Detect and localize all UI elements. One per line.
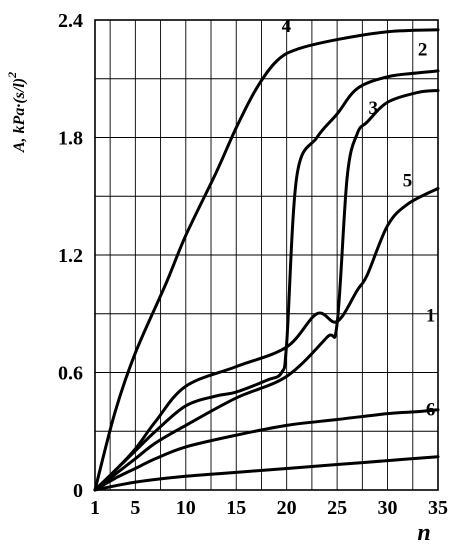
series-line-2 <box>93 69 440 492</box>
series-line-4 <box>93 28 440 492</box>
y-tick-label: 1.8 <box>58 128 83 150</box>
y-tick-label: 0.6 <box>58 363 83 385</box>
curve-label-3: 3 <box>369 98 379 119</box>
x-tick-labels: 1 5 10 15 20 25 30 35 <box>90 497 448 519</box>
grid-lines <box>95 20 438 490</box>
x-tick-label: 35 <box>428 497 448 519</box>
x-axis-title: n <box>417 520 430 546</box>
curve-label-1: 1 <box>426 306 436 327</box>
series-line-3 <box>93 89 440 492</box>
plot-frame <box>94 19 439 491</box>
x-tick-label: 30 <box>378 497 398 519</box>
x-tick-label: 10 <box>176 497 196 519</box>
series-line-6 <box>93 455 440 492</box>
curve-label-6: 6 <box>426 400 436 421</box>
y-tick-label: 0 <box>73 480 83 502</box>
curve-label-2: 2 <box>418 39 428 60</box>
x-tick-label: 25 <box>327 497 347 519</box>
series-line-1 <box>93 408 440 492</box>
series-lines <box>93 28 440 492</box>
x-tick-label: 1 <box>90 497 100 519</box>
curve-labels: 1 2 3 4 5 6 <box>282 16 436 421</box>
curve-label-5: 5 <box>403 170 413 191</box>
curve-label-4: 4 <box>282 16 292 37</box>
y-tick-label: 1.2 <box>58 245 83 267</box>
y-axis-title: A, kPa·(s/l)2 <box>5 72 28 153</box>
y-axis-title-text: A, kPa·(s/l) <box>11 78 28 153</box>
y-tick-label: 2.4 <box>58 10 83 32</box>
x-tick-label: 5 <box>130 497 140 519</box>
y-tick-labels: 0 0.6 1.2 1.8 2.4 <box>58 10 83 502</box>
x-tick-label: 20 <box>277 497 297 519</box>
x-tick-label: 15 <box>226 497 246 519</box>
y-axis-title-exponent: 2 <box>5 72 19 79</box>
series-line-5 <box>93 186 440 492</box>
